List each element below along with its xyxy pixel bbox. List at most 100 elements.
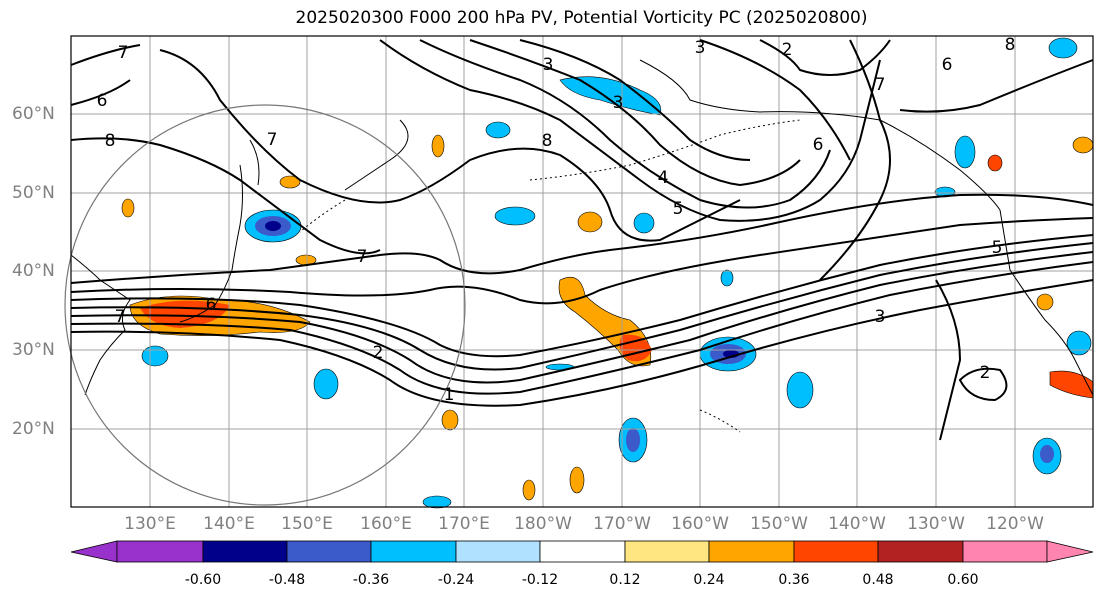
lon-label: 130°E xyxy=(124,514,176,534)
colorbar-tick: -0.24 xyxy=(437,572,475,588)
contour-label: 8 xyxy=(1005,35,1016,55)
contour-label: 6 xyxy=(942,55,953,75)
lon-label: 170°W xyxy=(593,514,651,534)
pv-neg-j xyxy=(1066,330,1092,356)
pv-blob-g xyxy=(522,479,536,501)
pv-neg-c-mid xyxy=(1040,445,1054,463)
pv-neg-bering xyxy=(559,76,662,116)
contour-label: 2 xyxy=(782,40,793,60)
coast-na-west xyxy=(999,209,1094,396)
lon-label: 150°E xyxy=(281,514,333,534)
map-frame xyxy=(70,35,1094,508)
gridlines xyxy=(71,36,1093,507)
contour-label: 7 xyxy=(118,43,129,63)
chart-title: 2025020300 F000 200 hPa PV, Potential Vo… xyxy=(295,8,868,28)
colorbar-bin xyxy=(624,540,710,563)
pv-neg-i xyxy=(954,135,976,169)
coast-hawaii xyxy=(699,409,741,433)
contour-label: 1 xyxy=(444,385,455,405)
contour-label: 6 xyxy=(97,91,108,111)
colorbar-extend-low xyxy=(70,540,118,563)
contour-label-group: 7 6 8 7 6 7 2 3 2 8 6 7 5 3 2 1 3 3 4 5 … xyxy=(97,35,1016,405)
contour-label: 5 xyxy=(992,238,1003,258)
contour-label: 7 xyxy=(115,307,126,327)
range-circle xyxy=(64,104,466,506)
contour-label: 3 xyxy=(875,307,886,327)
colorbar-tick: -0.12 xyxy=(521,572,559,588)
colorbar-bin xyxy=(202,540,288,563)
contour-label: 3 xyxy=(613,93,624,113)
lat-label: 20°N xyxy=(12,419,55,439)
colorbar-bin xyxy=(962,540,1048,563)
pv-blob-d xyxy=(431,134,445,158)
pv-neg-d xyxy=(313,368,339,400)
lat-label: 40°N xyxy=(12,261,55,281)
pv-blob-j xyxy=(1072,136,1094,154)
lon-label: 150°W xyxy=(750,514,808,534)
contour-label: 7 xyxy=(875,75,886,95)
colorbar-bin xyxy=(370,540,457,563)
colorbar xyxy=(70,540,1094,563)
coast-kuril xyxy=(299,199,346,233)
lon-label: 120°W xyxy=(986,514,1044,534)
pv-neg-e xyxy=(141,345,169,367)
colorbar-tick: 0.36 xyxy=(778,572,810,588)
colorbar-extend-high xyxy=(1046,540,1094,563)
contour-label: 2 xyxy=(980,363,991,383)
colorbar-tick: 0.60 xyxy=(947,572,979,588)
lon-label: 180°W xyxy=(514,514,572,534)
pv-neg-b xyxy=(786,371,814,409)
lon-label: 170°E xyxy=(438,514,490,534)
lon-label: 140°E xyxy=(203,514,255,534)
pv-blob-e xyxy=(441,409,459,431)
colorbar-tick: -0.36 xyxy=(352,572,390,588)
colorbar-bin xyxy=(455,540,541,563)
colorbar-bin xyxy=(286,540,372,563)
lon-label: 140°W xyxy=(828,514,886,534)
coast-sakhalin xyxy=(249,139,260,186)
contour-label: 2 xyxy=(373,343,384,363)
contour-label: 8 xyxy=(542,131,553,151)
contour-label: 3 xyxy=(695,38,706,58)
pv-blob-h xyxy=(987,154,1003,172)
pv-blob-i xyxy=(1036,293,1054,311)
pv-blob-f xyxy=(569,466,585,494)
coast-japan xyxy=(179,164,243,323)
colorbar-tick: 0.48 xyxy=(862,572,894,588)
lon-label: 160°E xyxy=(360,514,412,534)
coast-kamchatka xyxy=(344,119,409,191)
coast-aleutian xyxy=(529,119,801,181)
pv-neg-k xyxy=(1048,37,1078,59)
contour-label: 4 xyxy=(658,168,669,188)
pv-neg-h xyxy=(485,121,511,139)
contour-label: 7 xyxy=(267,130,278,150)
coastlines xyxy=(70,59,1094,433)
pv-neg-g xyxy=(633,212,655,234)
colorbar-tick: -0.48 xyxy=(268,572,306,588)
pv-neg-a-mid xyxy=(626,428,640,452)
pv-neg-f xyxy=(494,206,536,226)
contour-label: 5 xyxy=(673,199,684,219)
colorbar-bin xyxy=(116,540,204,563)
pv-neg-m xyxy=(720,269,734,287)
colorbar-bin xyxy=(708,540,795,563)
colorbar-bin xyxy=(793,540,879,563)
contour-label: 8 xyxy=(105,131,116,151)
colorbar-tick: 0.12 xyxy=(609,572,641,588)
pv-blob-b xyxy=(279,175,301,189)
pv-blob-a xyxy=(577,211,603,233)
lat-label: 50°N xyxy=(12,183,55,203)
lon-label: 160°W xyxy=(671,514,729,534)
contour-label: 6 xyxy=(813,135,824,155)
contour-label: 7 xyxy=(357,247,368,267)
colorbar-tick: 0.24 xyxy=(693,572,725,588)
pv-neg-japan-sea-core xyxy=(265,221,281,231)
pv-contours xyxy=(70,39,1094,441)
contour-label: 6 xyxy=(206,295,217,315)
pv-blob-c xyxy=(121,198,135,218)
pv-negative-shading xyxy=(141,37,1092,509)
lon-label: 130°W xyxy=(907,514,965,534)
pv-neg-l xyxy=(422,495,452,509)
lat-label: 30°N xyxy=(12,340,55,360)
